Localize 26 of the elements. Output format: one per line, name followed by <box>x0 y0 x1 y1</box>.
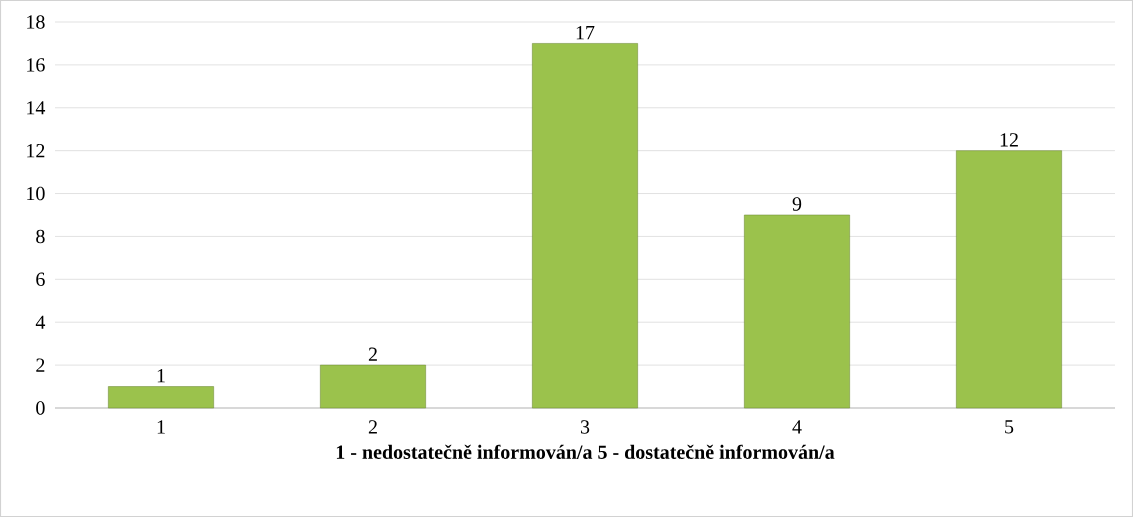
bar <box>956 150 1062 409</box>
y-tick-label: 2 <box>36 358 45 372</box>
y-tick-label: 10 <box>27 186 45 201</box>
bar <box>320 364 426 409</box>
data-label: 17 <box>576 25 595 40</box>
y-tick-label: 16 <box>27 58 45 72</box>
y-tick-label: 18 <box>27 15 45 29</box>
data-label: 9 <box>792 197 802 211</box>
x-axis-title: 1 - nedostatečně informován/a 5 - dostatečně informován/a <box>336 444 835 459</box>
x-tick-label: 4 <box>792 420 802 434</box>
data-label: 1 <box>157 369 165 383</box>
data-label: 2 <box>368 347 377 361</box>
y-tick-label: 0 <box>36 401 45 415</box>
data-label: 12 <box>1000 133 1018 147</box>
y-tick-label: 4 <box>35 315 46 329</box>
y-tick-label: 8 <box>36 229 45 244</box>
bar <box>108 386 214 409</box>
bar <box>744 214 850 409</box>
x-tick-label: 3 <box>580 420 590 434</box>
y-tick-label: 14 <box>27 101 46 115</box>
x-tick-label: 2 <box>368 420 377 434</box>
y-tick-label: 6 <box>36 272 45 287</box>
x-tick-label: 5 <box>1005 420 1014 434</box>
x-tick-label: 1 <box>157 420 165 434</box>
bar <box>532 43 638 409</box>
y-tick-label: 12 <box>27 144 45 158</box>
